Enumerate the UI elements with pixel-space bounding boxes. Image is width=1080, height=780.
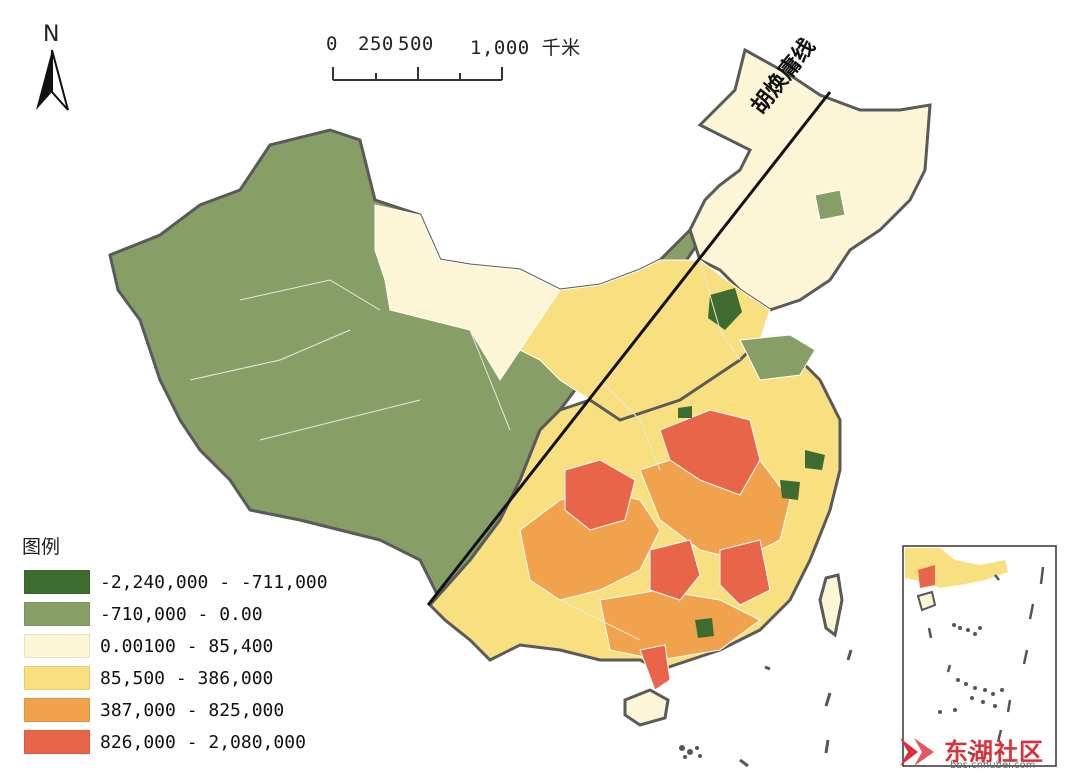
northeast-region bbox=[688, 47, 932, 312]
province-boundaries bbox=[189, 259, 741, 641]
red-patch-sichuan bbox=[564, 459, 636, 531]
hu-huanyong-line bbox=[426, 91, 832, 606]
taiwan-island bbox=[818, 573, 844, 638]
legend-title: 图例 bbox=[22, 536, 61, 558]
legend-item: 826,000 - 2,080,000 bbox=[24, 730, 306, 754]
watermark-url: bbs.cnhubei.com bbox=[950, 760, 1036, 771]
dark-green-xian bbox=[678, 406, 692, 418]
south-sea-dashes bbox=[739, 649, 853, 768]
scale-label-500: 500 bbox=[398, 33, 434, 55]
scale-label-0: 0 bbox=[326, 33, 338, 55]
legend-item: 85,500 - 386,000 bbox=[24, 666, 273, 690]
legend-label: 826,000 - 2,080,000 bbox=[100, 731, 306, 753]
legend-swatch bbox=[24, 666, 90, 690]
legend-item: -710,000 - 0.00 bbox=[24, 602, 263, 626]
legend-swatch bbox=[24, 730, 90, 754]
dark-green-shenzhen bbox=[695, 618, 714, 638]
olive-shandong bbox=[739, 334, 816, 381]
watermark-text: 东湖社区 bbox=[944, 738, 1044, 766]
watermark: 东湖社区 bbs.cnhubei.com bbox=[896, 730, 1066, 774]
red-patch-hunan bbox=[649, 539, 701, 601]
legend-label: 387,000 - 825,000 bbox=[100, 699, 285, 721]
scale-label-250: 250 bbox=[358, 33, 394, 55]
hainan-island bbox=[623, 688, 670, 727]
scale-label-1000: 1,000 千米 bbox=[470, 37, 581, 59]
red-patch-jiangxi bbox=[719, 539, 771, 606]
red-patch-guangdong bbox=[639, 644, 671, 691]
watermark-logo-icon bbox=[900, 738, 934, 766]
legend-item: 387,000 - 825,000 bbox=[24, 698, 284, 722]
legend-label: 0.00100 - 85,400 bbox=[100, 635, 274, 657]
legend-label: -710,000 - 0.00 bbox=[100, 603, 263, 625]
legend-label: 85,500 - 386,000 bbox=[100, 667, 274, 689]
legend-item: -2,240,000 - -711,000 bbox=[24, 570, 328, 594]
south-china-sea-inset bbox=[902, 545, 1057, 767]
legend-swatch bbox=[24, 570, 90, 594]
legend-item: 0.00100 - 85,400 bbox=[24, 634, 273, 658]
scale-bar bbox=[332, 67, 503, 81]
legend-swatch bbox=[24, 602, 90, 626]
south-sea-islands bbox=[679, 745, 702, 759]
dark-green-hangzhou bbox=[780, 480, 800, 500]
legend-swatch bbox=[24, 634, 90, 658]
olive-liaoning bbox=[814, 189, 846, 221]
legend-label: -2,240,000 - -711,000 bbox=[100, 571, 328, 593]
north-label: N bbox=[43, 22, 60, 47]
legend-swatch bbox=[24, 698, 90, 722]
red-patch-henan bbox=[659, 409, 761, 496]
dark-green-shanghai bbox=[805, 450, 825, 470]
north-arrow-icon bbox=[36, 49, 69, 111]
